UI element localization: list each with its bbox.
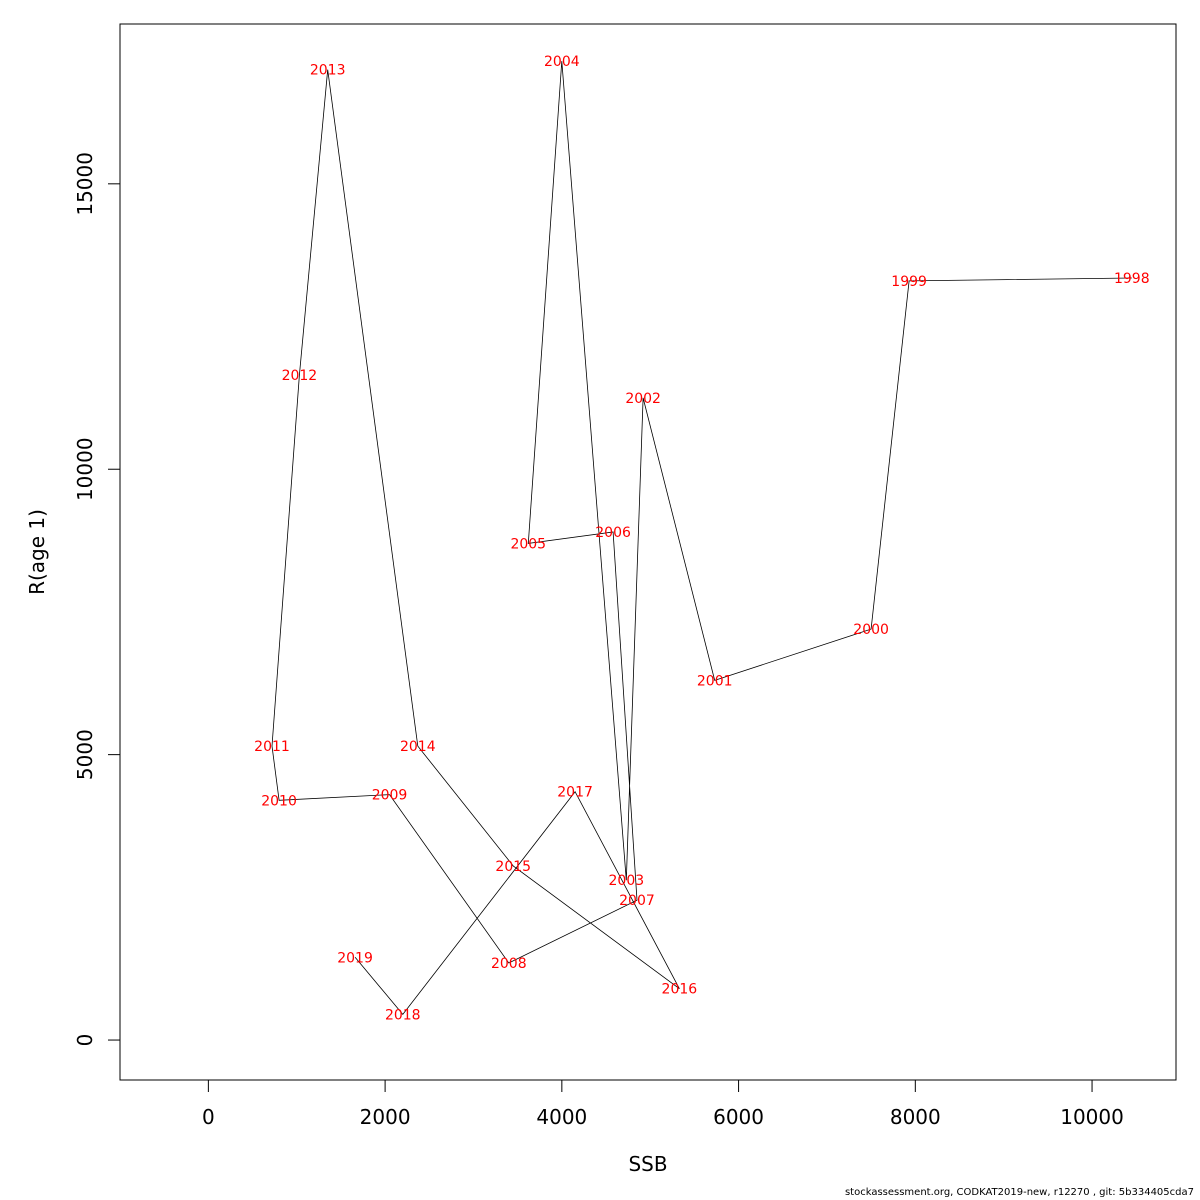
point-label-2000: 2000 <box>853 622 889 638</box>
point-label-2002: 2002 <box>625 391 661 407</box>
y-tick-label: 0 <box>73 1034 97 1047</box>
x-tick-label: 8000 <box>890 1105 941 1129</box>
footer-credit: stockassessment.org, CODKAT2019-new, r12… <box>844 1187 1194 1198</box>
point-label-2007: 2007 <box>619 893 655 909</box>
point-label-2006: 2006 <box>595 525 631 541</box>
point-label-2005: 2005 <box>510 536 546 552</box>
series-line <box>271 61 1132 1016</box>
point-label-2011: 2011 <box>254 739 290 755</box>
point-label-2001: 2001 <box>697 673 733 689</box>
point-label-1999: 1999 <box>891 274 927 290</box>
point-label-2015: 2015 <box>495 859 531 875</box>
y-tick-label: 15000 <box>73 152 97 216</box>
point-label-2019: 2019 <box>337 950 373 966</box>
point-label-2004: 2004 <box>544 54 580 70</box>
x-tick-label: 0 <box>202 1105 215 1129</box>
point-label-2003: 2003 <box>609 873 645 889</box>
point-label-2013: 2013 <box>310 63 346 79</box>
point-label-1998: 1998 <box>1114 271 1150 287</box>
point-label-2012: 2012 <box>282 368 318 384</box>
x-axis-title: SSB <box>628 1152 667 1176</box>
point-label-2008: 2008 <box>491 956 527 972</box>
plot-frame <box>119 23 1177 1081</box>
x-tick-label: 10000 <box>1060 1105 1124 1129</box>
point-label-2014: 2014 <box>400 739 436 755</box>
x-tick-label: 2000 <box>360 1105 411 1129</box>
point-label-2016: 2016 <box>662 982 698 998</box>
x-tick-label: 4000 <box>536 1105 587 1129</box>
point-labels: 1998 1999 2000 2001 2002 2003 2004 2005 2006 2007… <box>254 54 1149 1023</box>
y-axis-title: R(age 1) <box>25 509 49 595</box>
series <box>271 61 1132 1016</box>
point-label-2017: 2017 <box>557 785 593 801</box>
y-tick-label: 10000 <box>73 437 97 501</box>
point-label-2010: 2010 <box>261 793 297 809</box>
point-label-2018: 2018 <box>385 1007 421 1023</box>
point-label-2009: 2009 <box>372 788 408 804</box>
y-axis: 0 5000 10000 15000 <box>73 152 121 1047</box>
x-axis: 0 2000 4000 6000 8000 10000 <box>202 1079 1124 1129</box>
x-tick-label: 6000 <box>713 1105 764 1129</box>
y-tick-label: 5000 <box>73 729 97 780</box>
